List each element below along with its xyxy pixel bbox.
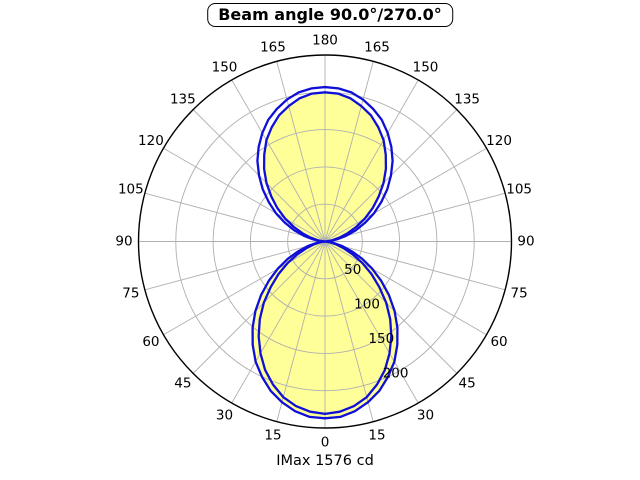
- grid-spoke: [324, 192, 506, 242]
- angle-tick-label: 180: [312, 33, 338, 49]
- angle-tick-label: 120: [486, 133, 512, 149]
- grid-spoke: [324, 241, 458, 374]
- grid-spoke: [231, 79, 326, 242]
- chart-title: Beam angle 90.0°/270.0°: [207, 3, 453, 27]
- angle-tick-label: 45: [174, 376, 191, 392]
- angle-tick-label: 0: [321, 435, 330, 451]
- grid-spoke: [144, 192, 326, 242]
- grid-spoke: [324, 241, 374, 422]
- angle-tick-label: 30: [216, 408, 233, 424]
- angle-tick-label: 75: [122, 286, 139, 302]
- angle-tick-label: 60: [490, 334, 507, 350]
- grid-spoke: [144, 241, 326, 291]
- grid-spoke: [276, 61, 326, 242]
- angle-tick-label: 90: [517, 234, 534, 250]
- grid-spoke: [163, 147, 326, 242]
- angle-tick-label: 150: [413, 59, 439, 75]
- angle-tick-label: 15: [264, 428, 281, 444]
- angle-tick-label: 165: [364, 39, 390, 55]
- angle-tick-label: 150: [212, 59, 238, 75]
- grid-spoke: [324, 61, 374, 242]
- angle-tick-label: 105: [118, 181, 144, 197]
- radius-tick-label: 50: [344, 262, 361, 278]
- angle-tick-label: 90: [115, 234, 132, 250]
- radius-tick-label: 100: [354, 296, 380, 312]
- grid-spoke: [324, 241, 506, 291]
- angle-tick-label: 15: [368, 428, 385, 444]
- intensity-curve-curve-2: [256, 85, 394, 415]
- angle-tick-label: 75: [511, 286, 528, 302]
- grid-spoke: [192, 241, 326, 374]
- radius-tick-label: 200: [383, 365, 409, 381]
- grid-spoke: [231, 241, 326, 404]
- imax-annotation: IMax 1576 cd: [276, 453, 374, 469]
- grid-spoke: [276, 241, 326, 422]
- grid-spoke: [163, 241, 326, 336]
- grid-spoke: [324, 79, 419, 242]
- grid-spoke: [324, 147, 487, 242]
- angle-tick-label: 165: [260, 39, 286, 55]
- intensity-curve-curve-1-filled: [251, 91, 399, 420]
- angle-tick-label: 135: [170, 91, 196, 107]
- grid-spoke: [324, 241, 487, 336]
- radius-tick-label: 150: [368, 331, 394, 347]
- angle-tick-label: 45: [459, 376, 476, 392]
- angle-tick-label: 135: [454, 91, 480, 107]
- outer-ring: [137, 54, 513, 429]
- angle-tick-label: 60: [142, 334, 159, 350]
- angle-tick-label: 105: [506, 181, 532, 197]
- angle-tick-label: 30: [417, 408, 434, 424]
- angle-tick-label: 120: [138, 133, 164, 149]
- grid-spoke: [324, 241, 419, 404]
